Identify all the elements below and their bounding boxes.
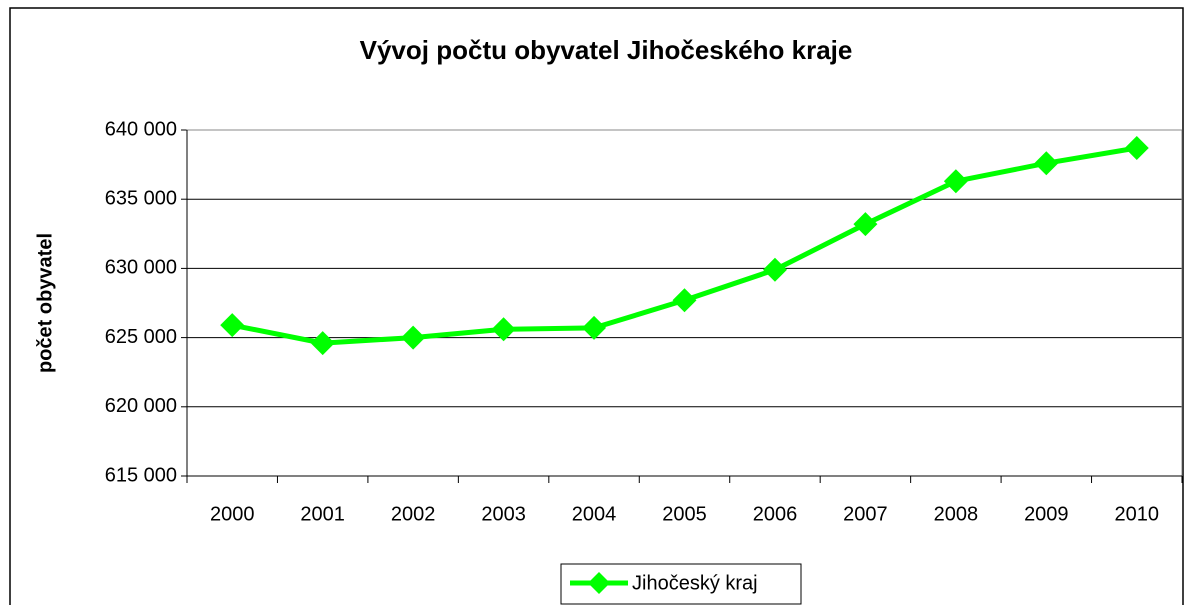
data-point	[310, 331, 335, 356]
x-tick-label: 2010	[1115, 503, 1160, 525]
y-tick-label: 625 000	[105, 326, 177, 348]
y-tick-label: 630 000	[105, 257, 177, 279]
data-point	[491, 317, 516, 342]
y-tick-label: 620 000	[105, 395, 177, 417]
chart-title: Vývoj počtu obyvatel Jihočeského kraje	[360, 35, 853, 65]
y-axis-label: počet obyvatel	[34, 233, 56, 373]
x-tick-label: 2003	[481, 503, 526, 525]
data-point	[582, 315, 607, 340]
x-tick-label: 2000	[210, 503, 255, 525]
data-point	[1034, 151, 1059, 176]
data-point	[762, 257, 787, 282]
x-tick-label: 2008	[934, 503, 979, 525]
x-tick-label: 2002	[391, 503, 436, 525]
legend-marker	[588, 572, 610, 594]
x-tick-label: 2005	[662, 503, 707, 525]
x-tick-label: 2007	[843, 503, 888, 525]
y-tick-label: 615 000	[105, 464, 177, 486]
x-tick-label: 2006	[753, 503, 798, 525]
data-point	[401, 325, 426, 350]
data-point	[220, 313, 245, 338]
legend-label: Jihočeský kraj	[632, 572, 758, 594]
data-point	[943, 169, 968, 194]
x-tick-label: 2004	[572, 503, 617, 525]
y-tick-label: 640 000	[105, 118, 177, 140]
chart-frame	[9, 7, 1184, 605]
data-point	[672, 288, 697, 313]
data-point	[853, 212, 878, 237]
y-tick-label: 635 000	[105, 187, 177, 209]
x-tick-label: 2001	[300, 503, 345, 525]
data-point	[1124, 135, 1149, 160]
x-tick-label: 2009	[1024, 503, 1069, 525]
